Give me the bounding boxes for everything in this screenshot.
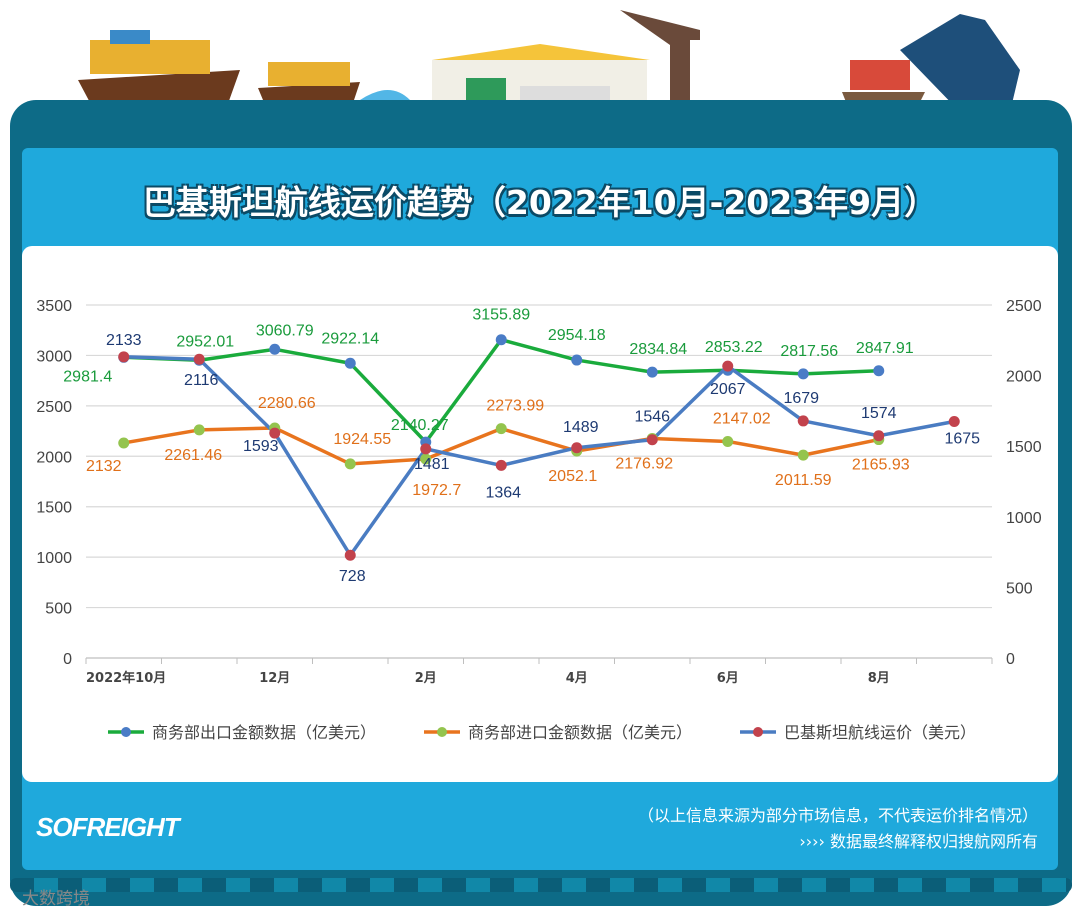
data-label: 2067 <box>710 381 746 398</box>
right-axis-tick-label: 2000 <box>1006 369 1042 386</box>
right-axis-tick-label: 1500 <box>1006 439 1042 456</box>
left-axis-tick-label: 1000 <box>36 550 72 567</box>
data-label: 1972.7 <box>412 482 461 499</box>
data-label: 2954.18 <box>548 327 606 344</box>
watermark: 大数跨境 <box>22 889 90 909</box>
data-label: 2147.02 <box>713 410 771 427</box>
legend-marker <box>121 727 131 737</box>
x-tick-label: 2022年10月 <box>86 670 166 686</box>
data-label: 2140.27 <box>391 417 449 434</box>
data-label: 1481 <box>414 456 450 473</box>
data-point <box>571 354 583 366</box>
data-label: 2261.46 <box>164 447 222 464</box>
data-label: 1489 <box>563 419 599 436</box>
left-axis-tick-label: 1500 <box>36 500 72 517</box>
data-point <box>193 424 205 436</box>
data-label: 1924.55 <box>333 431 391 448</box>
left-axis-tick-label: 3000 <box>36 348 72 365</box>
x-tick-label: 2月 <box>415 671 437 686</box>
left-axis-tick-label: 0 <box>63 651 72 668</box>
data-point <box>118 351 130 363</box>
rights-note: ›››› 数据最终解释权归搜航网所有 <box>799 832 1038 851</box>
legend-label: 商务部出口金额数据（亿美元） <box>152 723 376 742</box>
data-point <box>495 423 507 435</box>
legend-label: 巴基斯坦航线运价（美元） <box>784 723 976 742</box>
data-point <box>495 334 507 346</box>
data-point <box>873 430 885 442</box>
data-label: 2052.1 <box>548 468 597 485</box>
right-axis-tick-label: 2500 <box>1006 298 1042 315</box>
right-axis-tick-label: 1000 <box>1006 510 1042 527</box>
data-label: 2165.93 <box>852 457 910 474</box>
data-label: 3060.79 <box>256 322 314 339</box>
data-point <box>269 343 281 355</box>
data-label: 2834.84 <box>629 341 687 358</box>
data-point <box>646 366 658 378</box>
data-point <box>344 458 356 470</box>
x-tick-label: 12月 <box>259 671 290 686</box>
data-label: 1546 <box>634 409 670 426</box>
data-point <box>193 353 205 365</box>
data-point <box>873 365 885 377</box>
data-label: 2952.01 <box>176 333 234 350</box>
data-point <box>344 357 356 369</box>
data-label: 2847.91 <box>856 340 914 357</box>
data-label: 2132 <box>86 458 122 475</box>
data-label: 2116 <box>184 372 219 389</box>
data-point <box>118 437 130 449</box>
sofreight-logo: SOFREIGHT <box>36 812 180 842</box>
left-axis-tick-label: 2500 <box>36 399 72 416</box>
data-label: 2817.56 <box>780 343 838 360</box>
data-label: 2011.59 <box>775 472 832 489</box>
data-label: 2176.92 <box>615 455 673 472</box>
data-label: 728 <box>339 568 366 585</box>
data-label: 1593 <box>243 438 279 455</box>
data-label: 2853.22 <box>705 339 763 356</box>
data-point <box>420 453 432 465</box>
data-label: 3155.89 <box>472 307 530 324</box>
series-line-2 <box>123 355 955 557</box>
left-axis-tick-label: 3500 <box>36 298 72 315</box>
data-point <box>797 415 809 427</box>
data-point <box>797 449 809 461</box>
x-tick-label: 8月 <box>868 671 890 686</box>
data-point <box>344 549 356 561</box>
data-label: 1574 <box>861 405 897 422</box>
left-axis-tick-label: 500 <box>45 601 72 618</box>
right-axis-tick-label: 500 <box>1006 580 1033 597</box>
data-point <box>420 443 432 455</box>
data-point <box>571 442 583 454</box>
data-label: 2133 <box>106 332 142 349</box>
data-label: 1679 <box>783 390 819 407</box>
data-label: 1364 <box>485 484 521 501</box>
data-point <box>722 435 734 447</box>
page-title: 巴基斯坦航线运价趋势（2022年10月-2023年9月） <box>142 183 938 222</box>
data-point <box>495 459 507 471</box>
right-axis-tick-label: 0 <box>1006 651 1015 668</box>
legend-label: 商务部进口金额数据（亿美元） <box>468 723 692 742</box>
left-axis-tick-label: 2000 <box>36 449 72 466</box>
wave-border <box>10 878 1072 892</box>
legend-marker <box>753 727 763 737</box>
x-tick-label: 4月 <box>566 671 588 686</box>
data-label: 2273.99 <box>486 398 544 415</box>
data-point <box>269 427 281 439</box>
data-label: 2922.14 <box>321 330 379 347</box>
data-label: 1675 <box>944 430 980 447</box>
data-label: 2981.4 <box>63 368 112 385</box>
chart-card: 0 500 1000 1500 2000 2500 3000 3500 0 500 1000 1500… <box>22 246 1058 782</box>
line-chart: 0 500 1000 1500 2000 2500 3000 3500 0 500 1000 1500… <box>36 298 1042 742</box>
data-label: 2280.66 <box>258 395 316 412</box>
x-tick-label: 6月 <box>717 671 739 686</box>
data-point <box>948 415 960 427</box>
data-point <box>722 360 734 372</box>
data-point <box>797 368 809 380</box>
legend-marker <box>437 727 447 737</box>
data-point <box>646 434 658 446</box>
source-note: （以上信息来源为部分市场信息，不代表运价排名情况） <box>637 806 1038 825</box>
